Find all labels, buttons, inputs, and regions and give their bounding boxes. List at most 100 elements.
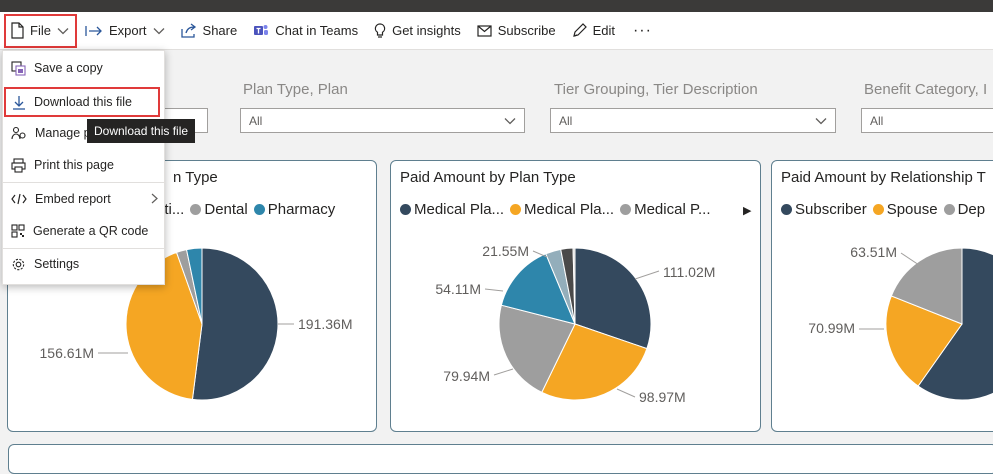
data-label: 191.36M [298, 316, 352, 332]
pie-chart: 191.36M 156.61M [40, 247, 352, 401]
mail-icon [477, 24, 492, 37]
pie-slice[interactable] [498, 304, 576, 394]
menu-item-label: Manage p [35, 126, 91, 140]
pie-slice[interactable] [500, 253, 576, 325]
menu-item-manage-permissions[interactable]: Manage p [3, 118, 166, 148]
legend-text: Dental [204, 201, 248, 218]
filter-value: All [559, 113, 573, 128]
menu-item-label: Download this file [34, 95, 132, 109]
legend-text: Medical Pla... [524, 201, 615, 218]
menu-item-embed-report[interactable]: Embed report [3, 184, 166, 214]
get-insights-label: Get insights [392, 23, 461, 38]
lightbulb-icon [374, 22, 386, 38]
filter-dropdown-tier[interactable]: All [550, 108, 836, 133]
chat-in-teams-label: Chat in Teams [275, 23, 359, 38]
legend-text: Medical Pla... [414, 201, 505, 218]
bottom-visual-card[interactable] [8, 444, 993, 474]
legend-text: Dep [957, 201, 986, 218]
legend-text: Pharmacy [267, 201, 336, 218]
legend-entry: Dep [943, 201, 986, 218]
menu-item-label: Embed report [35, 192, 111, 206]
pie-slice[interactable] [917, 247, 993, 401]
data-label: 111.02M [663, 264, 715, 280]
filter-dropdown-benefit-category[interactable]: All [861, 108, 993, 133]
menu-separator [3, 248, 166, 249]
chart-title: Paid Amount by Plan Type [400, 169, 576, 186]
chart-legend: Medical Pla... Medical Pla... Medical P.… [400, 201, 717, 218]
export-icon [85, 25, 102, 36]
pie-slice[interactable] [572, 247, 576, 325]
legend-dot [400, 204, 411, 215]
file-menu-button[interactable]: File [4, 13, 77, 48]
data-label: 63.51M [850, 244, 897, 260]
data-label: 156.61M [40, 345, 94, 361]
chart-card-plan-type-left[interactable]: n Type uti... Dental Pharmacy 191.36M 156… [7, 160, 377, 432]
download-icon [13, 95, 25, 110]
legend-dot [620, 204, 632, 215]
data-label-leader [493, 368, 514, 376]
filter-value: All [870, 113, 884, 128]
chart-card-paid-by-plan-type[interactable]: Paid Amount by Plan Type Medical Pla... … [390, 160, 761, 432]
chat-in-teams-button[interactable]: Chat in Teams [245, 12, 366, 50]
export-label: Export [108, 23, 147, 38]
export-button[interactable]: Export [77, 12, 173, 50]
print-icon [11, 157, 26, 173]
legend-entry: Dental [190, 201, 248, 218]
data-label-leader [532, 250, 548, 258]
pencil-icon [572, 23, 587, 37]
embed-code-icon [11, 193, 27, 205]
pie-chart: 70.99M 63.51M [808, 244, 993, 401]
share-icon [180, 23, 196, 38]
data-label: 70.99M [808, 320, 855, 336]
data-label-leader [634, 270, 660, 280]
menu-item-label: Settings [34, 257, 80, 271]
download-tooltip: Download this file [87, 119, 196, 143]
pie-slice[interactable] [541, 323, 648, 401]
pie-slice[interactable] [185, 247, 203, 325]
qr-code-icon [11, 224, 25, 238]
share-button[interactable]: Share [173, 12, 246, 50]
legend-dot [781, 204, 792, 215]
menu-item-print-this-page[interactable]: Print this page [3, 150, 166, 180]
filter-dropdown-plan-type[interactable]: All [240, 108, 525, 133]
legend-entry: Pharmacy [253, 201, 336, 218]
data-label: 98.97M [639, 389, 686, 405]
pie-slice[interactable] [191, 247, 279, 401]
manage-permissions-icon [11, 126, 26, 139]
legend-next-arrow[interactable]: ▶ [743, 205, 752, 217]
edit-button[interactable]: Edit [564, 12, 623, 50]
report-toolbar: File Export Share Chat in Teams Get insi… [0, 12, 993, 50]
legend-dot [190, 204, 202, 215]
menu-item-download-this-file[interactable]: Download this file [4, 87, 160, 117]
legend-entry: Subscriber [781, 201, 867, 218]
file-label: File [30, 23, 51, 38]
menu-item-save-a-copy[interactable]: Save a copy [3, 53, 166, 83]
subscribe-button[interactable]: Subscribe [469, 12, 564, 50]
filter-label-plan-type: Plan Type, Plan [243, 81, 348, 98]
chevron-down-icon [504, 117, 516, 124]
data-label: 21.55M [482, 243, 529, 259]
chevron-down-icon [815, 117, 827, 124]
pie-slice[interactable] [890, 247, 963, 325]
legend-dot [943, 204, 955, 215]
chevron-down-icon [153, 27, 164, 34]
filter-label-tier: Tier Grouping, Tier Description [554, 81, 758, 98]
chart-legend: Subscriber Spouse Dep [781, 201, 991, 218]
menu-item-settings[interactable]: Settings [3, 249, 166, 279]
subscribe-label: Subscribe [497, 23, 556, 38]
chart-card-paid-by-relationship[interactable]: Paid Amount by Relationship T Subscriber… [771, 160, 993, 432]
file-icon [11, 22, 24, 39]
chart-title: n Type [173, 169, 218, 186]
more-options-button[interactable]: ··· [632, 21, 652, 39]
pie-chart: 111.02M 98.97M 79.94M 54.11M 21.55M [435, 243, 715, 405]
menu-item-generate-qr-code[interactable]: Generate a QR code [3, 216, 166, 246]
get-insights-button[interactable]: Get insights [366, 12, 469, 50]
data-label-leader [616, 388, 636, 398]
chart-title: Paid Amount by Relationship T [781, 169, 986, 186]
menu-item-label: Generate a QR code [33, 224, 149, 238]
pie-slice[interactable] [885, 295, 963, 387]
filter-label-benefit-category: Benefit Category, I [864, 81, 988, 98]
data-label: 54.11M [435, 281, 481, 297]
legend-entry: Medical Pla... [400, 201, 504, 218]
pie-slice[interactable] [574, 247, 652, 350]
